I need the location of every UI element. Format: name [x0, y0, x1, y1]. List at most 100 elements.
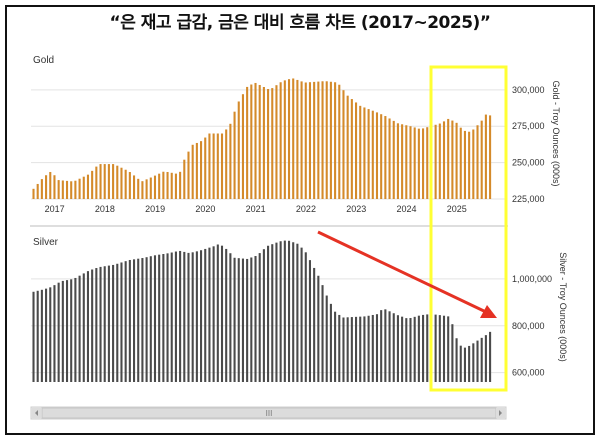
gold-bar [128, 172, 131, 199]
silver-y-tick-label: 600,000 [512, 368, 545, 378]
gold-bar [325, 81, 328, 199]
silver-bar [120, 262, 123, 382]
x-tick-label: 2025 [447, 204, 467, 214]
silver-bar [468, 345, 471, 382]
silver-bar [32, 291, 35, 382]
silver-y-tick-label: 800,000 [512, 321, 545, 331]
silver-bar-series [32, 240, 492, 382]
silver-bar [472, 343, 475, 382]
silver-bar [241, 258, 244, 382]
silver-bar [334, 311, 337, 382]
silver-bar [296, 243, 299, 382]
silver-bar [459, 345, 462, 382]
silver-bar [86, 271, 90, 382]
gold-bar-series [32, 78, 492, 199]
silver-bar [271, 244, 274, 382]
silver-bar [384, 309, 387, 382]
silver-bar [313, 267, 316, 382]
silver-bar [325, 295, 328, 382]
silver-bar [451, 324, 454, 382]
gold-y-tick-label: 300,000 [512, 85, 545, 95]
silver-bar [57, 282, 60, 382]
silver-bar [355, 316, 358, 382]
silver-bar [233, 257, 236, 382]
silver-bar [346, 317, 349, 382]
scroll-right-icon [499, 410, 502, 416]
gold-bar [65, 180, 69, 199]
silver-bar [158, 254, 161, 382]
trend-arrow-head [480, 305, 497, 318]
gold-bar [254, 82, 257, 199]
gold-bar [321, 81, 324, 199]
gold-bar [145, 179, 148, 199]
gold-bar [409, 126, 412, 199]
gold-bar [262, 87, 265, 199]
gold-bar [208, 133, 211, 199]
silver-bar [65, 280, 69, 382]
silver-bar [308, 260, 312, 382]
silver-bar [292, 242, 295, 382]
gold-y-axis-title: Gold - Troy Ounces (000s) [551, 80, 561, 186]
gold-bar [220, 133, 224, 199]
gold-bar [463, 130, 466, 199]
chart-frame [5, 5, 595, 435]
silver-bar [434, 314, 437, 382]
gold-bar [300, 81, 303, 199]
gold-bar [489, 115, 492, 199]
silver-bar [317, 275, 320, 382]
silver-bar [183, 251, 186, 382]
silver-bar [78, 275, 81, 382]
gold-bar [396, 123, 399, 199]
gold-bar [158, 173, 161, 199]
gold-bar [250, 84, 253, 199]
gold-bar [120, 167, 123, 199]
gold-y-axis: 225,000 250,000 275,000 300,000 [512, 85, 545, 204]
gold-bar [451, 120, 454, 199]
gold-bar [53, 175, 56, 199]
gold-bar [45, 175, 48, 199]
silver-bar [254, 256, 257, 382]
gold-y-tick-label: 250,000 [512, 158, 545, 168]
gold-bar [405, 125, 408, 199]
silver-panel-label: Silver [33, 237, 59, 248]
gold-bar [162, 171, 165, 199]
gold-bar [225, 129, 228, 199]
silver-bar [166, 253, 169, 382]
silver-bar [200, 250, 203, 382]
gold-bar [200, 141, 203, 199]
x-tick-label: 2023 [346, 204, 366, 214]
gold-bar [417, 128, 420, 199]
gold-bar [116, 165, 119, 199]
silver-bar [99, 266, 102, 382]
gold-bar [241, 94, 244, 199]
gold-bar [229, 123, 232, 199]
silver-bar [392, 313, 395, 382]
silver-bar [128, 259, 131, 382]
gold-bar [204, 137, 207, 199]
gold-bar [292, 78, 295, 199]
silver-bar [405, 318, 408, 382]
gold-bar [107, 164, 110, 199]
x-tick-label: 2017 [45, 204, 65, 214]
gold-bar [149, 177, 152, 199]
silver-bar [40, 289, 43, 382]
gold-bar [233, 111, 236, 199]
silver-bar [174, 251, 177, 382]
gold-bar [258, 84, 261, 199]
gold-bar [74, 180, 77, 199]
gold-bar [480, 120, 483, 199]
silver-bar [153, 255, 157, 382]
silver-bar [216, 244, 219, 382]
silver-bar [179, 250, 182, 382]
gold-bar [313, 81, 316, 199]
x-tick-label: 2022 [296, 204, 316, 214]
silver-bar [342, 317, 345, 382]
gold-bar [283, 80, 286, 199]
silver-y-axis: 600,000 800,000 1,000,000 [512, 274, 552, 378]
silver-bar [91, 269, 94, 382]
gold-bar [484, 114, 487, 199]
silver-bar [149, 256, 152, 382]
silver-bar [329, 303, 332, 382]
silver-bar [484, 335, 487, 382]
gold-bar [355, 102, 358, 199]
